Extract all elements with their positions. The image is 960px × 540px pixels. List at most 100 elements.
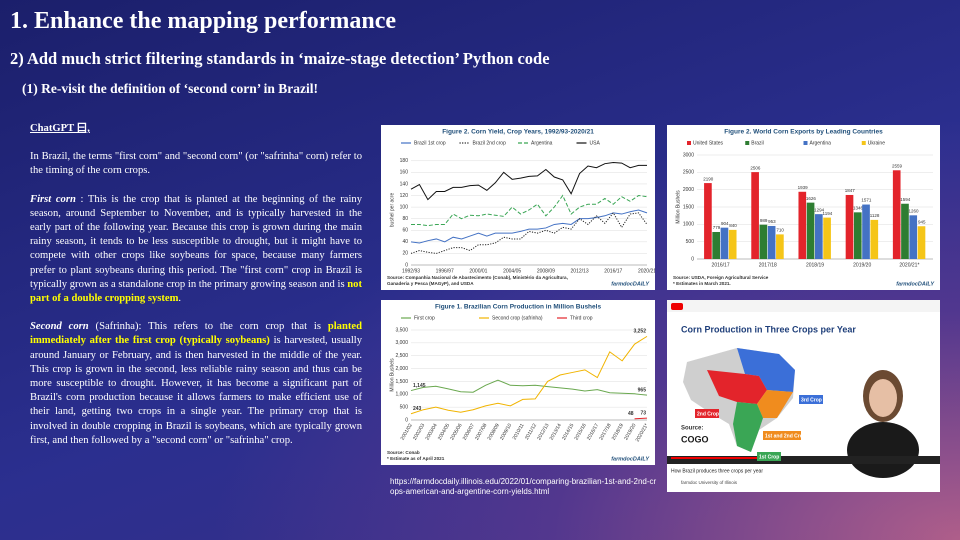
video-channel: farmdoc University of Illinois [681,480,738,485]
legend-label: USA [590,140,601,146]
legend-label: Brazil 1st crop [414,140,446,146]
production-chart: Figure 1. Brazilian Corn Production in M… [381,300,655,465]
legend-label: First crop [414,315,435,321]
legend-label: Brazil [751,140,764,146]
x-tick-label: 2012/13 [571,268,589,274]
legend-label: United States [693,140,724,146]
data-label: 779 [713,225,721,230]
data-label: 1194 [823,211,833,216]
line-series [410,209,648,244]
bar [853,212,862,259]
x-tick-label: 2020/21 [638,268,655,274]
y-tick-label: 3,000 [395,340,408,346]
text-run: First corn [30,193,76,205]
y-tick-label: 2000 [683,187,694,193]
legend-label: Argentina [810,140,832,146]
x-tick-label: 2004/05 [503,268,521,274]
chart-title: Figure 2. Corn Yield, Crop Years, 1992/9… [442,129,594,136]
line-series [411,194,648,227]
x-tick-label: 2016/17 [712,262,730,268]
y-tick-label: 120 [400,193,409,199]
bar [901,203,909,259]
y-tick-label: 3,500 [395,327,408,333]
y-tick-label: 100 [400,204,409,210]
bar [728,229,737,259]
video-logo [671,303,683,310]
map-label: 2nd Crop [697,411,719,417]
data-label: 965 [638,388,647,394]
y-tick-label: 40 [402,239,408,245]
source-url: https://farmdocdaily.illinois.edu/2022/0… [390,477,657,496]
text-panel: ChatGPT 曰, In Brazil, the terms "first c… [30,122,362,462]
presenter-body [847,422,919,478]
text-run: planted immediately after the first crop… [30,321,362,347]
data-label: 710 [776,228,784,233]
source-note: Source: Companhia Nacional de Abastecime… [387,275,568,280]
map-label-box [757,452,781,461]
bar [870,219,879,259]
data-label: 1,145 [413,383,426,389]
bar [712,231,720,259]
chart-title: Figure 1. Brazilian Corn Production in M… [435,304,602,311]
data-label: 989 [760,218,768,223]
map-region [737,348,795,392]
bar [815,214,823,259]
source-note: Source: USDA, Foreign Agricultural Servi… [673,275,769,280]
source-note: * Estimate as of April 2021 [387,456,445,461]
data-label: 1260 [909,209,920,214]
text-heading: ChatGPT 曰, [30,123,90,134]
y-tick-label: 1500 [683,204,694,210]
text-run: is harvested, usually around January or … [30,335,363,446]
data-label: 2190 [703,176,714,181]
bar [720,227,729,259]
legend-swatch [687,141,691,145]
y-tick-label: 3000 [683,152,694,158]
data-label: 1294 [814,207,825,212]
data-label: 48 [628,411,634,417]
map-region [757,390,793,418]
map-region [733,402,763,452]
source-note: * Estimates in March 2021. [673,281,731,286]
data-label: 2559 [892,163,903,168]
x-tick-label: 1996/97 [436,268,454,274]
logo: farmdocDAILY [611,456,650,462]
legend-label: Second crop (safrinha) [492,315,543,321]
video-screenshot: Corn Production in Three Crops per Year 2… [667,300,940,492]
legend-swatch [803,141,808,145]
data-label: 1939 [798,185,809,190]
data-label: 945 [918,219,926,224]
slide-title: 1. Enhance the mapping performance [10,8,396,34]
section-heading: (1) Re-visit the definition of ‘second c… [22,81,318,96]
logo: farmdocDAILY [611,281,650,287]
text-run: not part of a double cropping system [30,278,362,305]
slide-subtitle: 2) Add much strict filtering standards i… [10,49,550,68]
line-series [410,162,647,201]
y-axis-label: Million Bushels [389,358,395,392]
data-label: 73 [640,410,646,416]
y-tick-label: 180 [400,158,409,164]
data-label: 1346 [853,206,864,211]
map-label: 1st Crop [759,454,779,460]
paragraph: In Brazil, the terms "first corn" and "s… [30,150,362,178]
y-tick-label: 2,500 [395,353,408,359]
map-label-box [695,409,719,418]
data-label: 840 [729,223,737,228]
yield-chart: Figure 2. Corn Yield, Crop Years, 1992/9… [381,125,655,290]
bar [917,226,926,259]
y-axis-label: Million Bushels [675,190,681,224]
text-run: (Safrinha): This refers to the corn crop… [88,321,328,333]
paragraph: First corn : This is the crop that is pl… [30,193,362,307]
map-label: 1st and 2nd Crops [765,433,809,439]
y-axis-label: bushel per acre [389,193,395,228]
video-logo: COGO [681,434,709,444]
data-label: 1626 [806,196,817,201]
bar [751,172,759,259]
x-tick-label: 2016/17 [604,268,622,274]
bar [798,191,807,259]
map-label-box [763,431,801,440]
source-note: Ganaderia y Pesca (MAGyP), and USDA [387,281,474,286]
bar [892,170,901,259]
line-series [634,417,648,420]
line-series [410,335,648,415]
